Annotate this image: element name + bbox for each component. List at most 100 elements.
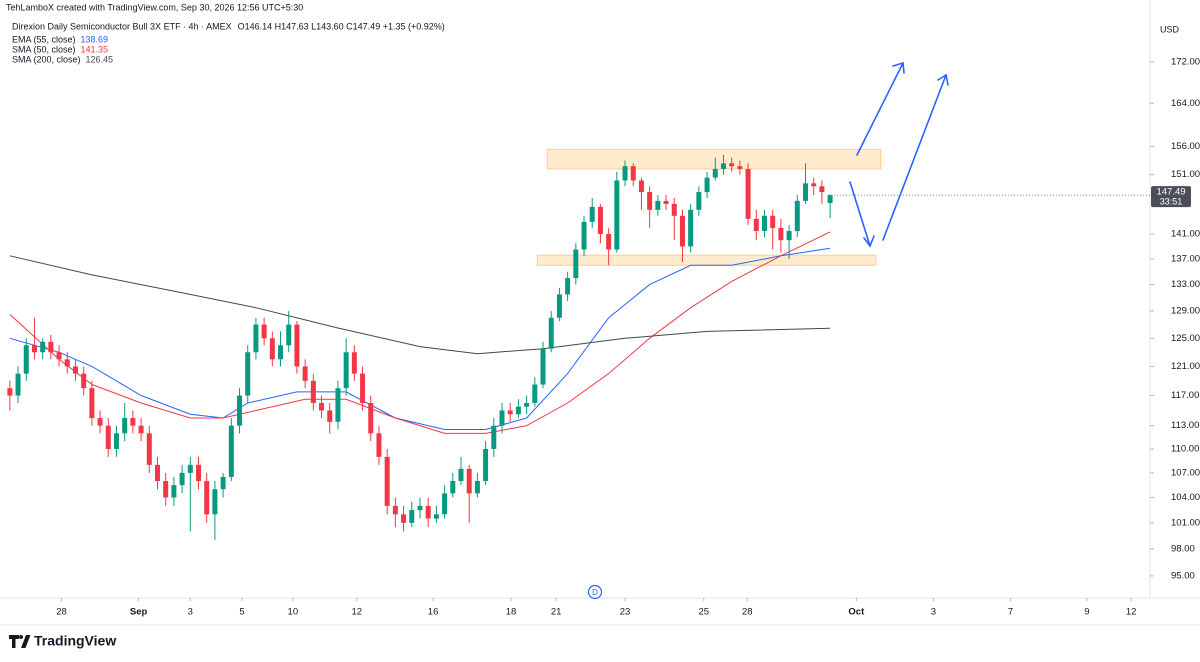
x-tick-label: 10 bbox=[288, 607, 299, 618]
candle-body bbox=[261, 324, 267, 339]
candle-body bbox=[532, 384, 538, 403]
candle-body bbox=[761, 215, 767, 231]
price-zone bbox=[536, 254, 877, 266]
candle-body bbox=[343, 352, 349, 389]
candle-body bbox=[360, 373, 366, 403]
candle-body bbox=[442, 493, 448, 515]
legend-value: 138.69 bbox=[81, 34, 109, 44]
candle-body bbox=[97, 418, 103, 426]
candle-body bbox=[130, 418, 136, 426]
brand-logo: TradingView bbox=[9, 633, 116, 649]
candle-body bbox=[778, 227, 784, 241]
legend-name: EMA (55, close) bbox=[12, 34, 76, 44]
candle-body bbox=[269, 338, 275, 360]
event-marker-circle[interactable] bbox=[587, 584, 603, 600]
candle-body bbox=[770, 215, 776, 228]
moving-average-line bbox=[9, 247, 831, 430]
x-tick-label: Oct bbox=[848, 607, 865, 618]
candle-body bbox=[376, 433, 382, 457]
x-tick-label: 7 bbox=[1008, 607, 1013, 618]
x-tick-label: 18 bbox=[506, 607, 517, 618]
y-tick-label: 156.00 bbox=[1171, 141, 1200, 152]
candle-body bbox=[450, 481, 456, 494]
candle-body bbox=[688, 209, 694, 247]
x-tick-label: 28 bbox=[56, 607, 67, 618]
y-tick-label: 95.00 bbox=[1171, 570, 1195, 581]
candle-body bbox=[245, 352, 251, 396]
legend-name: SMA (50, close) bbox=[12, 44, 76, 54]
candle-body bbox=[113, 433, 119, 449]
y-tick-label: 104.00 bbox=[1171, 492, 1200, 503]
chart-title: Direxion Daily Semiconductor Bull 3X ETF… bbox=[12, 21, 232, 31]
candle-body bbox=[802, 183, 808, 201]
event-marker[interactable]: D bbox=[592, 588, 598, 597]
candle-body bbox=[237, 395, 243, 426]
candle-body bbox=[540, 348, 546, 385]
candle-body bbox=[425, 505, 431, 519]
price-zone bbox=[546, 148, 882, 170]
moving-average-line bbox=[9, 255, 831, 355]
candle-body bbox=[597, 206, 603, 235]
candle-body bbox=[745, 169, 751, 219]
candle-body bbox=[417, 505, 423, 511]
candle-body bbox=[179, 472, 185, 486]
y-tick-label: 151.00 bbox=[1171, 169, 1200, 180]
x-tick-label: 3 bbox=[188, 607, 193, 618]
candle-body bbox=[466, 468, 472, 494]
credit: TehLamboX created with TradingView.com, … bbox=[6, 2, 303, 12]
arrowhead bbox=[863, 235, 875, 248]
candle-body bbox=[614, 180, 620, 250]
currency: USD bbox=[1160, 24, 1180, 34]
candle-body bbox=[729, 163, 735, 167]
x-tick-label: 12 bbox=[352, 607, 363, 618]
candle-body bbox=[606, 234, 612, 250]
x-tick-label: 9 bbox=[1084, 607, 1089, 618]
candle-body bbox=[409, 510, 415, 523]
y-tick-label: 110.00 bbox=[1171, 443, 1199, 454]
y-tick-label: 133.00 bbox=[1171, 279, 1200, 290]
candle-body bbox=[811, 183, 817, 187]
last-price-tag bbox=[1151, 186, 1191, 208]
candle-body bbox=[212, 489, 218, 515]
y-tick-label: 98.00 bbox=[1171, 543, 1195, 554]
candle-body bbox=[105, 425, 111, 449]
candle-body bbox=[204, 481, 210, 515]
arrow-down bbox=[849, 181, 871, 247]
candle-body bbox=[146, 433, 152, 465]
candle-body bbox=[630, 166, 636, 181]
x-tick-label: 23 bbox=[620, 607, 631, 618]
candle-body bbox=[671, 203, 677, 216]
candle-body bbox=[384, 456, 390, 506]
x-tick-label: 3 bbox=[931, 607, 936, 618]
y-tick-label: 121.00 bbox=[1171, 361, 1200, 372]
candle-body bbox=[794, 200, 800, 231]
candle-body bbox=[827, 195, 833, 204]
candle-body bbox=[31, 345, 37, 353]
candle-body bbox=[737, 166, 743, 170]
candle-body bbox=[392, 505, 398, 515]
candle-body bbox=[72, 366, 78, 374]
arrow-up-1 bbox=[856, 62, 904, 156]
candle-body bbox=[278, 345, 284, 360]
candle-body bbox=[401, 514, 407, 523]
candle-body bbox=[163, 481, 169, 498]
candle-body bbox=[507, 410, 513, 415]
candle-body bbox=[23, 345, 29, 374]
candle-body bbox=[663, 200, 669, 204]
candle-body bbox=[319, 402, 325, 411]
candle-body bbox=[335, 388, 341, 422]
candle-body bbox=[433, 514, 439, 519]
y-tick-label: 172.00 bbox=[1171, 57, 1200, 68]
candle-body bbox=[458, 468, 464, 482]
candle-body bbox=[491, 425, 497, 449]
y-tick-label: 137.00 bbox=[1171, 253, 1200, 264]
candle-body bbox=[786, 230, 792, 241]
candle-body bbox=[483, 448, 489, 482]
y-tick-label: 107.00 bbox=[1171, 467, 1200, 478]
candle-body bbox=[720, 163, 726, 170]
brand-icon bbox=[9, 635, 31, 648]
candle-body bbox=[581, 221, 587, 250]
candle-body bbox=[154, 464, 160, 482]
candle-body bbox=[622, 166, 628, 181]
candle-body bbox=[138, 425, 144, 434]
